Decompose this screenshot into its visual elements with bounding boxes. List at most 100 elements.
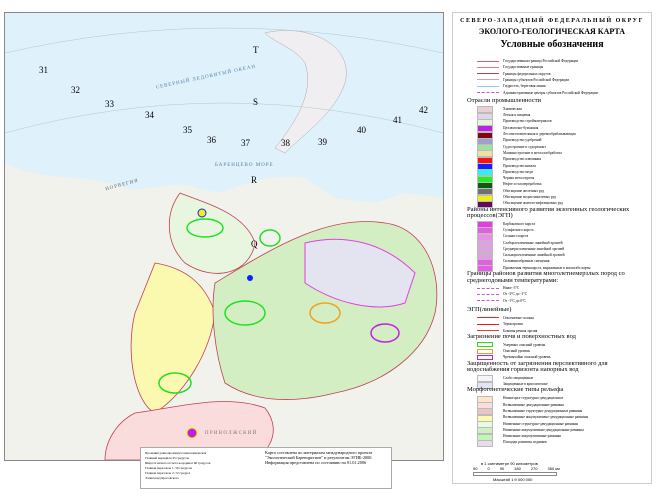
grid-letter: S (253, 97, 259, 107)
line-symbol (477, 293, 499, 295)
legend-label: Сильнорасчлененные линейной эрозией (503, 253, 565, 258)
legend-title: Условные обозначения (500, 39, 604, 50)
legend-label: Возвышенные аккумулятивно-денудационные … (503, 415, 589, 420)
legend-section-title: Границы районов развития многолетнемерзл… (467, 270, 625, 284)
scale-tick: 360 км (547, 466, 560, 471)
industry-center[interactable] (247, 275, 253, 281)
legend-label: От -1°С до 0°С (503, 298, 526, 303)
legend-label: Границы федеральных округов (503, 71, 551, 76)
nenets-region (304, 238, 416, 308)
grid-number: 42 (419, 105, 428, 115)
grid-number: 34 (145, 110, 154, 120)
district-label: П Р И В О Л Ж С К И Й (205, 431, 257, 436)
grid-letter: T (253, 45, 259, 55)
line-symbol (477, 60, 499, 62)
grid-number: 38 (281, 138, 290, 148)
line-symbol (477, 73, 499, 75)
note-line: Проекция равнопромежуточная коническая (145, 451, 207, 455)
grid-letter: Q (251, 239, 258, 249)
line-symbol (477, 287, 499, 289)
outline-swatch (477, 354, 493, 360)
sea-label: БАРЕНЦЕВО МОРЕ (215, 163, 274, 168)
legend-label: Соляного карста (503, 234, 529, 239)
legend-label: Проявления термокарста, выраженные в мас… (503, 265, 591, 270)
legend-label: Гидросеть, береговая линия (503, 84, 546, 89)
line-symbol (477, 330, 499, 331)
industry-center[interactable] (197, 208, 207, 218)
legend-label: Государственная граница Российской Федер… (503, 59, 579, 63)
legend-section-title: Районы интенсивного развития экзогенных … (467, 205, 630, 220)
outline-swatch (477, 342, 493, 348)
legend-label: Умеренно опасный уровень (503, 342, 546, 347)
pollution-zone (370, 323, 400, 343)
murmansk-region (168, 192, 256, 274)
note-line: Главная параллель 2: 72 градуса (145, 471, 191, 475)
legend-section-title: Защищенность от загрязнения перспективно… (467, 359, 608, 374)
note-source: Карта составлена по материалам междунаро… (265, 450, 373, 465)
legend-label: Чрезвычайно опасный уровень (503, 355, 551, 360)
legend-label: Низкогорье структурно-денудационное (503, 396, 564, 401)
legend-label: Обогащение апатито-нефелиновых руд (503, 201, 563, 206)
legend-label: Машиностроение и металлообработка (503, 150, 562, 155)
grid-number: 37 (241, 138, 250, 148)
line-symbol (477, 92, 499, 93)
legend-label: Нефте и газопереработка (503, 182, 542, 187)
scale-tick: 90 (473, 466, 478, 471)
legend-label: Производство алюминия (503, 157, 542, 162)
legend: СЕВЕРО-ЗАПАДНЫЙ ФЕДЕРАЛЬНЫЙ ОКРУГ ЭКОЛОГ… (452, 12, 652, 484)
legend-label: Черная металлургия (503, 176, 535, 181)
legend-label: Боковая речная эрозия (503, 328, 538, 333)
pollution-zone (186, 218, 224, 238)
grid-letter: R (251, 175, 258, 185)
note-line: Главная параллель 1: 56 градусов (145, 466, 192, 470)
legend-label: Производство меди (503, 169, 533, 174)
legend-label: От -3°С до -1°С (503, 292, 528, 297)
legend-label: Судостроение и судоремонт (503, 144, 546, 149)
legend-label: Площади развития ледников (503, 440, 547, 445)
novaya-zemlya (264, 30, 347, 154)
legend-label: Химическая (503, 106, 522, 111)
note-line: Эллипсоид Красовского (145, 476, 179, 480)
note-line: Главный меридиан 45 градусов (145, 456, 189, 460)
map[interactable]: 31 32 33 34 35 36 37 38 39 40 41 42 T S … (4, 12, 444, 461)
grid-number: 32 (71, 85, 80, 95)
line-symbol (477, 85, 499, 87)
legend-label: Оползневые склоны (503, 315, 534, 320)
scale-tick: 180 (514, 466, 521, 471)
legend-label: Термоэрозия (503, 322, 523, 327)
map-notes: Проекция равнопромежуточная коническая Г… (140, 447, 392, 489)
color-swatch (477, 381, 493, 389)
legend-label: Лесозаготовительная и деревообрабатывающ… (503, 132, 576, 136)
legend-label: Слаборасчлененные линейной эрозией (503, 240, 563, 245)
pollution-zone (259, 229, 281, 247)
industry-center[interactable] (186, 427, 198, 439)
line-symbol (477, 323, 499, 325)
legend-label: Границы субъектов Российской Федерации (503, 77, 570, 82)
color-swatch (477, 265, 493, 273)
line-symbol (477, 66, 499, 68)
map-title: СЕВЕРО-ЗАПАДНЫЙ ФЕДЕРАЛЬНЫЙ ОКРУГ (460, 18, 644, 24)
legend-label: Возвышенные структурно-денудационные рав… (503, 408, 583, 413)
legend-label: Производство никеля (503, 163, 536, 168)
scale-tick: 0 (487, 466, 490, 471)
grid-number: 33 (105, 99, 114, 109)
grid-number: 40 (357, 125, 366, 135)
grid-number: 41 (393, 115, 402, 125)
legend-label: Карбонатного карста (503, 221, 536, 226)
scale-bar: в 1 сантиметре 90 километров 90 0 90 180 270… (473, 461, 560, 482)
legend-label: Опасный уровень (503, 349, 531, 354)
scale-tick: 90 (499, 466, 505, 471)
line-symbol (477, 300, 499, 302)
pollution-zone (309, 302, 341, 324)
legend-label: Обогащение железных руд (503, 188, 545, 193)
legend-label: Низменные аккумулятивные равнины (503, 434, 561, 439)
scale-label: Масштаб 1:9 000 000 (493, 477, 533, 482)
grid-number: 36 (207, 135, 216, 145)
note-line: Широта начала отсчета координат 60 граду… (145, 461, 211, 465)
legend-label: Низменные аккумулятивно-денудационные ра… (503, 427, 584, 432)
legend-label: Обогащение медно-никелевых руд (503, 195, 557, 199)
outline-swatch (477, 348, 493, 354)
legend-label: Среднерасчлененные линейной эрозией (503, 246, 565, 251)
legend-label: Производство стройматериалов (503, 119, 552, 124)
line-symbol (477, 317, 499, 319)
